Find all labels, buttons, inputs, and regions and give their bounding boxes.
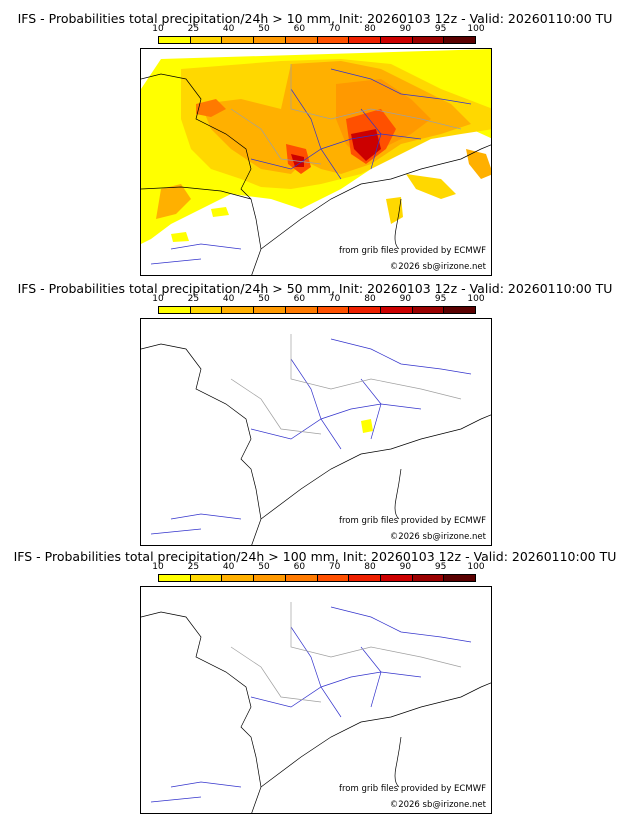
scale-swatch (159, 575, 191, 581)
panel-title: IFS - Probabilities total precipitation/… (17, 11, 613, 26)
scale-bar (158, 36, 476, 44)
color-scale: 10 25 40 50 60 70 80 90 95 100 (152, 24, 485, 45)
scale-swatch (317, 37, 350, 43)
scale-tick-label: 40 (222, 24, 235, 34)
scale-swatch (349, 37, 381, 43)
scale-tick-label: 80 (364, 294, 376, 304)
scale-tick-label: 70 (328, 294, 341, 304)
scale-swatch (380, 575, 413, 581)
scale-swatch (412, 307, 445, 313)
scale-swatch (412, 575, 445, 581)
scale-swatch (159, 37, 191, 43)
scale-tick-label: 50 (258, 24, 270, 34)
scale-swatch (254, 575, 286, 581)
scale-swatch (444, 575, 476, 581)
scale-swatch (222, 37, 255, 43)
scale-tick-label: 100 (467, 294, 485, 304)
scale-tick-label: 10 (152, 562, 164, 572)
panel-title: IFS - Probabilities total precipitation/… (17, 281, 613, 296)
scale-swatch (349, 307, 381, 313)
probability-map (141, 602, 491, 813)
scale-tick-label: 25 (187, 24, 200, 34)
scale-tick-label: 70 (328, 24, 341, 34)
precip-field (141, 49, 491, 244)
scale-tick-label: 95 (434, 294, 447, 304)
scale-tick-label: 80 (364, 24, 376, 34)
scale-swatch (190, 575, 223, 581)
source-credit: from grib files provided by ECMWF (339, 516, 486, 526)
scale-tick-label: 90 (399, 294, 412, 304)
precip-field (361, 419, 373, 433)
scale-swatch (285, 307, 318, 313)
scale-swatch (190, 37, 223, 43)
map-100mm: from grib files provided by ECMWF ©2026 … (140, 586, 492, 814)
scale-tick-label: 95 (434, 24, 447, 34)
scale-swatch (444, 307, 476, 313)
map-50mm: from grib files provided by ECMWF ©2026 … (140, 318, 492, 546)
probability-map (141, 49, 491, 275)
scale-ticks: 10 25 40 50 60 70 80 90 95 100 (152, 562, 484, 573)
map-lines (141, 602, 491, 813)
scale-swatch (254, 37, 286, 43)
probability-map (141, 334, 491, 545)
color-scale: 10 25 40 50 60 70 80 90 95 100 (152, 562, 485, 583)
scale-ticks: 10 25 40 50 60 70 80 90 95 100 (152, 24, 484, 35)
scale-tick-label: 90 (399, 24, 412, 34)
source-credit: from grib files provided by ECMWF (339, 246, 486, 256)
map-lines (141, 334, 491, 545)
copyright: ©2026 sb@irizone.net (389, 532, 486, 542)
scale-swatch (380, 307, 413, 313)
map-lines (141, 64, 491, 275)
scale-swatch (190, 307, 223, 313)
scale-tick-label: 50 (258, 294, 270, 304)
scale-tick-label: 90 (399, 562, 412, 572)
scale-tick-label: 100 (467, 24, 485, 34)
scale-tick-label: 25 (187, 562, 200, 572)
scale-swatch (222, 307, 255, 313)
scale-tick-label: 80 (364, 562, 376, 572)
scale-tick-label: 100 (467, 562, 485, 572)
scale-tick-label: 10 (152, 24, 164, 34)
scale-swatch (285, 575, 318, 581)
scale-ticks: 10 25 40 50 60 70 80 90 95 100 (152, 294, 484, 305)
scale-bar (158, 574, 476, 582)
scale-tick-label: 60 (293, 562, 306, 572)
scale-swatch (349, 575, 381, 581)
scale-swatch (254, 307, 286, 313)
scale-tick-label: 60 (293, 294, 306, 304)
copyright: ©2026 sb@irizone.net (389, 800, 486, 810)
color-scale: 10 25 40 50 60 70 80 90 95 100 (152, 294, 485, 315)
scale-tick-label: 40 (222, 562, 235, 572)
scale-swatch (317, 575, 350, 581)
source-credit: from grib files provided by ECMWF (339, 784, 486, 794)
scale-tick-label: 95 (434, 562, 447, 572)
scale-swatch (159, 307, 191, 313)
copyright: ©2026 sb@irizone.net (389, 262, 486, 272)
scale-tick-label: 50 (258, 562, 270, 572)
scale-tick-label: 10 (152, 294, 164, 304)
scale-swatch (222, 575, 255, 581)
scale-bar (158, 306, 476, 314)
scale-swatch (317, 307, 350, 313)
scale-swatch (444, 37, 476, 43)
scale-swatch (412, 37, 445, 43)
map-10mm: from grib files provided by ECMWF ©2026 … (140, 48, 492, 276)
scale-swatch (380, 37, 413, 43)
scale-tick-label: 40 (222, 294, 235, 304)
scale-tick-label: 70 (328, 562, 341, 572)
scale-swatch (285, 37, 318, 43)
panel-title: IFS - Probabilities total precipitation/… (13, 549, 617, 564)
scale-tick-label: 60 (293, 24, 306, 34)
scale-tick-label: 25 (187, 294, 200, 304)
